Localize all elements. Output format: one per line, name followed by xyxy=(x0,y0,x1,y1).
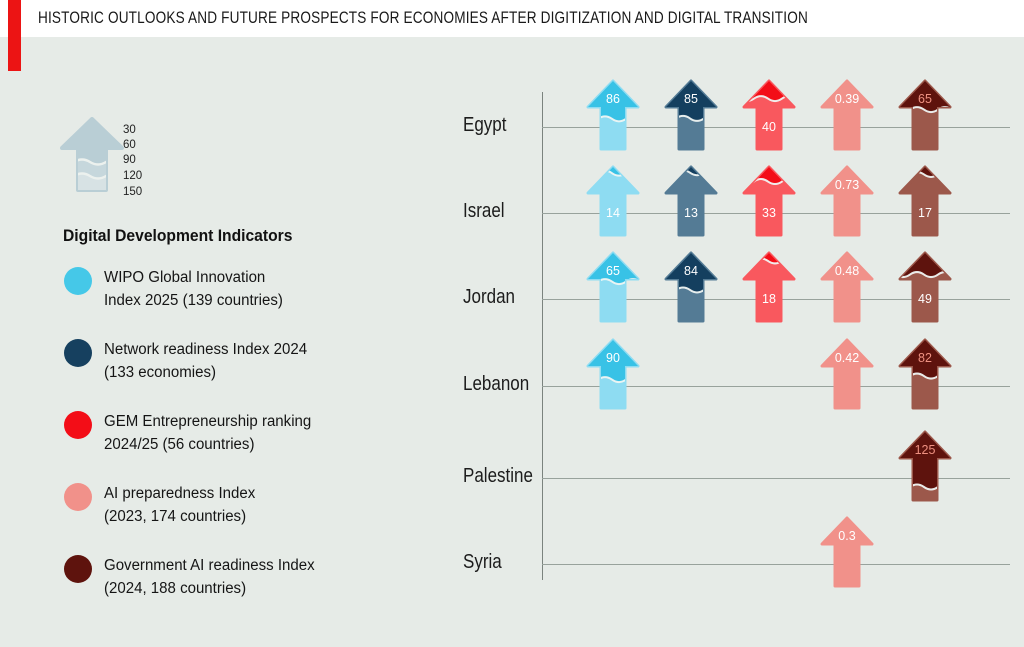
arrow-nri-egypt: 85 xyxy=(664,79,718,151)
arrow-value-label: 125 xyxy=(915,443,936,457)
wipo-color-dot xyxy=(64,267,92,295)
legend-item-label: WIPO Global Innovation Index 2025 (139 co… xyxy=(104,269,283,309)
legend-item-label: GEM Entrepreneurship ranking 2024/25 (56 … xyxy=(104,413,312,453)
country-label-lebanon: Lebanon xyxy=(463,373,530,395)
legend-item-wipo: WIPO Global Innovation Index 2025 (139 co… xyxy=(64,266,394,312)
scale-tick-150: 150 xyxy=(123,186,143,198)
arrow-value-label: 0.3 xyxy=(838,529,855,543)
arrow-value-label: 0.39 xyxy=(835,92,859,106)
arrow-wipo-lebanon: 90 xyxy=(586,338,640,410)
nri-color-dot xyxy=(64,339,92,367)
legend-item-aipi: AI preparedness Index (2023, 174 countrie… xyxy=(64,482,394,528)
arrow-aipi-israel: 0.73 xyxy=(820,165,874,237)
arrow-gari-jordan: 49 xyxy=(898,251,952,323)
legend-arrow-icon xyxy=(60,117,124,192)
arrow-value-label: 49 xyxy=(918,292,932,306)
arrow-gari-palestine: 125 xyxy=(898,430,952,502)
arrow-value-label: 0.73 xyxy=(835,178,859,192)
arrow-wipo-israel: 14 xyxy=(586,165,640,237)
arrow-value-label: 84 xyxy=(684,264,698,278)
scale-tick-90: 90 xyxy=(123,154,136,166)
header-bar xyxy=(0,0,1024,37)
arrow-value-label: 82 xyxy=(918,351,932,365)
country-label-palestine: Palestine xyxy=(463,465,533,487)
arrow-gem-egypt: 40 xyxy=(742,79,796,151)
arrow-nri-jordan: 84 xyxy=(664,251,718,323)
arrow-value-label: 0.42 xyxy=(835,351,859,365)
country-label-syria: Syria xyxy=(463,551,502,573)
arrow-value-label: 18 xyxy=(762,292,776,306)
arrow-value-label: 85 xyxy=(684,92,698,106)
page-title: HISTORIC OUTLOOKS AND FUTURE PROSPECTS F… xyxy=(38,8,808,27)
arrow-gari-lebanon: 82 xyxy=(898,338,952,410)
country-label-egypt: Egypt xyxy=(463,114,507,136)
legend-item-label: Network readiness Index 2024 (133 economi… xyxy=(104,341,308,381)
arrow-aipi-egypt: 0.39 xyxy=(820,79,874,151)
gem-color-dot xyxy=(64,411,92,439)
arrow-body xyxy=(820,516,874,588)
arrow-wipo-egypt: 86 xyxy=(586,79,640,151)
arrow-nri-israel: 13 xyxy=(664,165,718,237)
legend-item-label: Government AI readiness Index (2024, 188 … xyxy=(104,557,315,597)
arrow-value-label: 14 xyxy=(606,206,620,220)
gridline-syria xyxy=(542,564,1010,565)
legend-item-gem: GEM Entrepreneurship ranking 2024/25 (56 … xyxy=(64,410,394,456)
arrow-gem-jordan: 18 xyxy=(742,251,796,323)
arrow-value-label: 65 xyxy=(918,92,932,106)
title-accent-bar xyxy=(8,0,21,71)
arrow-body xyxy=(820,165,874,237)
arrow-aipi-syria: 0.3 xyxy=(820,516,874,588)
arrow-wipo-jordan: 65 xyxy=(586,251,640,323)
legend-heading: Digital Development Indicators xyxy=(63,226,293,245)
legend-item-nri: Network readiness Index 2024 (133 economi… xyxy=(64,338,394,384)
arrow-aipi-lebanon: 0.42 xyxy=(820,338,874,410)
arrow-gem-israel: 33 xyxy=(742,165,796,237)
arrow-value-label: 90 xyxy=(606,351,620,365)
gari-color-dot xyxy=(64,555,92,583)
y-axis-line xyxy=(542,92,543,580)
arrow-gari-israel: 17 xyxy=(898,165,952,237)
arrow-value-label: 17 xyxy=(918,206,932,220)
arrow-body xyxy=(820,251,874,323)
arrow-value-label: 13 xyxy=(684,206,698,220)
arrow-gari-egypt: 65 xyxy=(898,79,952,151)
arrow-value-label: 0.48 xyxy=(835,264,859,278)
country-label-israel: Israel xyxy=(463,200,505,222)
arrow-body xyxy=(898,165,952,237)
arrow-body xyxy=(820,79,874,151)
scale-tick-120: 120 xyxy=(123,170,143,182)
scale-tick-30: 30 xyxy=(123,124,136,136)
arrow-rank-fill xyxy=(744,81,794,102)
arrow-value-label: 65 xyxy=(606,264,620,278)
scale-tick-60: 60 xyxy=(123,139,136,151)
gridline-palestine xyxy=(542,478,1010,479)
arrow-value-label: 40 xyxy=(762,120,776,134)
arrow-body xyxy=(586,165,640,237)
arrow-value-label: 86 xyxy=(606,92,620,106)
arrow-value-label: 33 xyxy=(762,206,776,220)
aipi-color-dot xyxy=(64,483,92,511)
arrow-body xyxy=(742,251,796,323)
gridline-lebanon xyxy=(542,386,1010,387)
arrow-aipi-jordan: 0.48 xyxy=(820,251,874,323)
country-label-jordan: Jordan xyxy=(463,286,515,308)
arrow-body xyxy=(742,165,796,237)
legend-item-gari: Government AI readiness Index (2024, 188 … xyxy=(64,554,394,600)
legend-item-label: AI preparedness Index (2023, 174 countrie… xyxy=(104,485,256,525)
arrow-wave-divider xyxy=(900,271,950,279)
arrow-body xyxy=(820,338,874,410)
arrow-body xyxy=(664,165,718,237)
